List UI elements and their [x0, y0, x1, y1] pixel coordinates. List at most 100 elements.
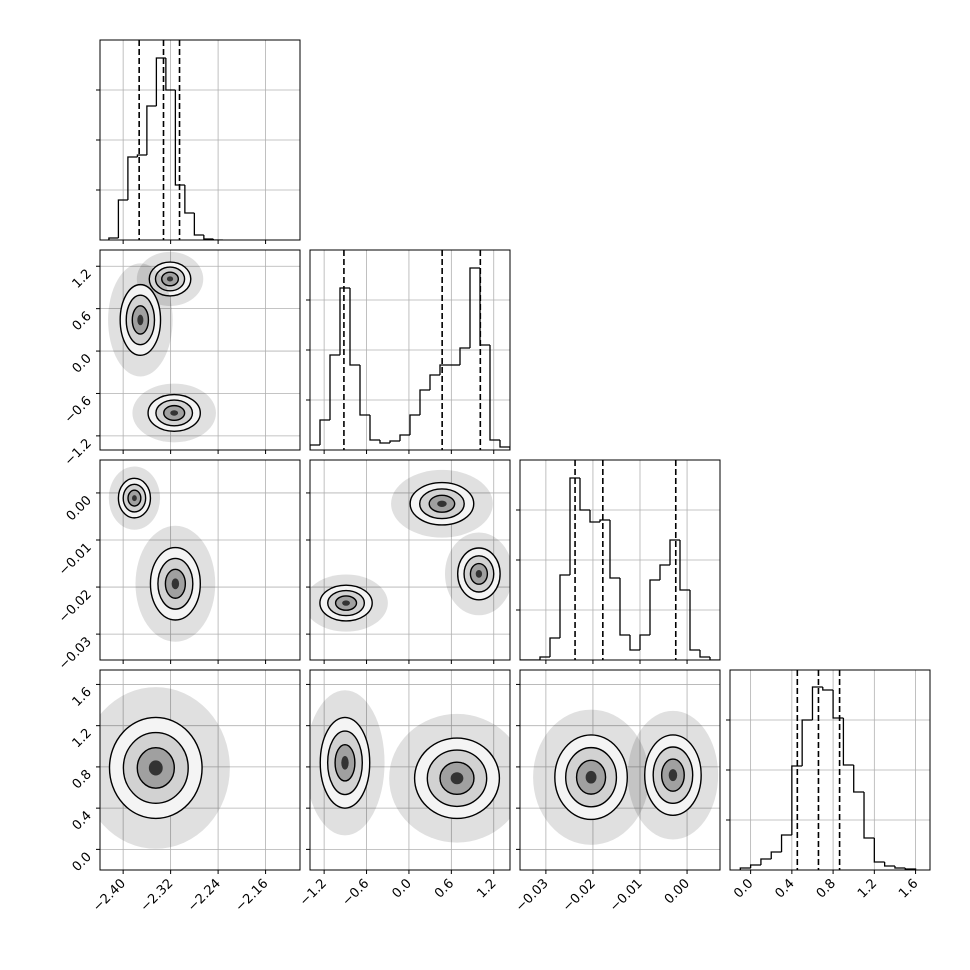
- contour: [585, 770, 597, 784]
- panel-frame: [309, 669, 511, 871]
- hist-bin: [479, 268, 490, 346]
- hist-bin: [832, 690, 844, 719]
- hist-bin: [409, 414, 420, 435]
- panel: −1.2 −0.6 0.0 0.6 1.2: [297, 669, 511, 909]
- x-tick-label: −2.24: [185, 876, 224, 915]
- hist-bin: [791, 765, 803, 835]
- hist-bin: [359, 365, 370, 416]
- panel-frame: [729, 669, 931, 871]
- hist-bin: [639, 634, 650, 650]
- hist-bin: [679, 540, 690, 591]
- hist-bin: [369, 415, 380, 441]
- panel-frame: [309, 459, 511, 661]
- x-tick-label: −2.32: [138, 876, 177, 915]
- x-tick-label: 0.0: [390, 876, 415, 901]
- hist-bin: [883, 862, 895, 867]
- hist-bin: [310, 444, 320, 450]
- panel: −0.03−0.02−0.01 0.00: [513, 669, 721, 915]
- panel-frame: [99, 459, 301, 661]
- x-tick-label: 0.0: [731, 876, 756, 901]
- hist-bin: [155, 57, 166, 106]
- hist-bin: [203, 235, 214, 240]
- contour: [132, 495, 137, 502]
- hist-bin: [379, 440, 390, 444]
- plot-area: [310, 250, 510, 450]
- x-tick-label: 1.6: [896, 876, 921, 901]
- hist-bin: [539, 656, 550, 660]
- hist-bin: [629, 635, 640, 651]
- hist-bin: [669, 539, 680, 565]
- hist-bin: [749, 864, 761, 868]
- panel-frame: [519, 669, 721, 871]
- hist-bin: [760, 858, 772, 865]
- plot-area: [100, 460, 300, 660]
- hist-bin: [609, 520, 620, 579]
- hist-bin: [863, 792, 875, 839]
- hist-bin: [117, 199, 128, 238]
- hist-bin: [579, 478, 590, 511]
- panel-frame: [309, 249, 511, 451]
- contour: [171, 578, 180, 590]
- contour: [166, 276, 174, 282]
- hist-bin: [699, 650, 710, 658]
- contour: [342, 600, 350, 606]
- y-tick-label: −0.6: [62, 394, 95, 427]
- x-tick-label: −0.02: [560, 876, 599, 915]
- hist-bin: [853, 765, 865, 793]
- x-tick-label: 1.2: [474, 876, 499, 901]
- hist-bin: [619, 578, 630, 636]
- panel-frame: [99, 249, 301, 451]
- hist-bin: [429, 374, 440, 390]
- x-tick-label: −0.6: [339, 876, 372, 909]
- hist-bin: [389, 440, 400, 443]
- hist-bin: [649, 579, 660, 635]
- hist-bin: [146, 105, 157, 155]
- panel: [96, 39, 301, 244]
- contour: [437, 500, 447, 507]
- y-tick-label: 0.8: [70, 767, 95, 792]
- hist-bin: [439, 364, 450, 375]
- y-tick-label: 0.4: [70, 808, 95, 833]
- y-tick-label: −0.03: [56, 634, 95, 673]
- panel: [306, 249, 511, 454]
- hist-bin: [659, 564, 670, 580]
- contour: [668, 769, 678, 782]
- hist-bin: [108, 237, 119, 240]
- y-tick-label: 0.00: [64, 493, 95, 524]
- panel: [306, 459, 511, 664]
- hist-bin: [127, 156, 138, 200]
- contour: [475, 570, 483, 578]
- hist-bin: [399, 434, 410, 441]
- contour: [450, 772, 464, 785]
- panel-frame: [99, 669, 301, 871]
- x-tick-label: −2.40: [90, 876, 129, 915]
- x-tick-label: 0.4: [772, 876, 797, 901]
- plot-area: [310, 460, 510, 660]
- x-tick-label: −0.01: [607, 876, 646, 915]
- plot-area: [100, 40, 300, 240]
- x-tick-label: 0.6: [432, 876, 457, 901]
- hist-bin: [174, 90, 185, 186]
- hist-bin: [801, 719, 813, 766]
- panel: [516, 459, 721, 664]
- y-tick-label: 0.6: [70, 309, 95, 334]
- hist-bin: [499, 440, 510, 450]
- x-tick-label: 0.00: [662, 876, 693, 907]
- plot-area: [310, 670, 510, 870]
- hist-bin: [709, 657, 720, 660]
- contour: [148, 760, 163, 776]
- y-tick-label: 0.0: [70, 850, 95, 875]
- panel-frame: [519, 459, 721, 661]
- hist-bin: [319, 419, 330, 445]
- hist-bin: [599, 519, 610, 522]
- panel: −1.2 −0.6 0.0 0.6 1.2: [62, 249, 301, 469]
- plot-area: [730, 670, 930, 870]
- panel-frame: [99, 39, 301, 241]
- hist-bin: [739, 867, 751, 870]
- x-tick-label: 1.2: [855, 876, 880, 901]
- plot-area: [520, 460, 720, 660]
- hist-bin: [842, 718, 854, 766]
- hist-bin: [559, 574, 570, 638]
- plot-area: [100, 250, 300, 450]
- hist-bin: [770, 851, 782, 859]
